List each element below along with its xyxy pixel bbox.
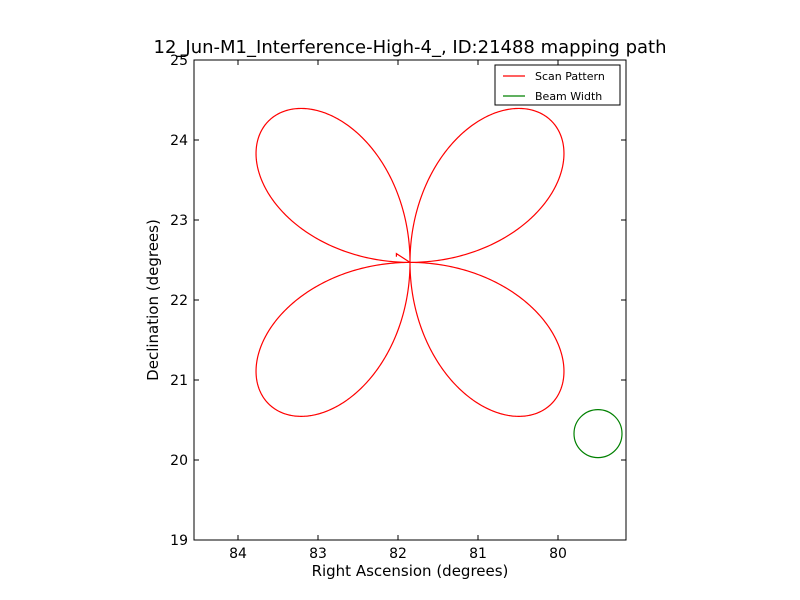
y-axis-label: Declination (degrees) xyxy=(144,219,162,381)
y-tick-label: 23 xyxy=(170,213,188,229)
y-tick-label: 25 xyxy=(170,53,188,69)
y-tick-label: 19 xyxy=(170,533,188,549)
scan-pattern-line xyxy=(255,107,565,417)
x-tick-label: 80 xyxy=(549,546,567,562)
x-tick-label: 84 xyxy=(229,546,247,562)
y-tick-label: 22 xyxy=(170,293,188,309)
y-tick-label: 24 xyxy=(170,133,188,149)
beam-width-circle xyxy=(573,409,623,459)
legend-label-beam-width: Beam Width xyxy=(535,90,602,103)
legend: Scan Pattern Beam Width xyxy=(494,64,621,106)
plot-frame xyxy=(193,59,627,541)
y-tick-label: 21 xyxy=(170,373,188,389)
axis-ticks: 84 83 82 81 80 19 20 21 22 23 24 25 xyxy=(170,53,626,562)
chart-title: 12_Jun-M1_Interference-High-4_, ID:21488… xyxy=(154,37,667,58)
plot-area xyxy=(193,59,627,541)
y-tick-label: 20 xyxy=(170,453,188,469)
x-tick-label: 83 xyxy=(309,546,327,562)
x-axis-label: Right Ascension (degrees) xyxy=(312,562,509,580)
x-tick-label: 81 xyxy=(469,546,487,562)
legend-label-scan-pattern: Scan Pattern xyxy=(535,70,605,83)
legend-box xyxy=(494,64,621,106)
x-tick-label: 82 xyxy=(389,546,407,562)
